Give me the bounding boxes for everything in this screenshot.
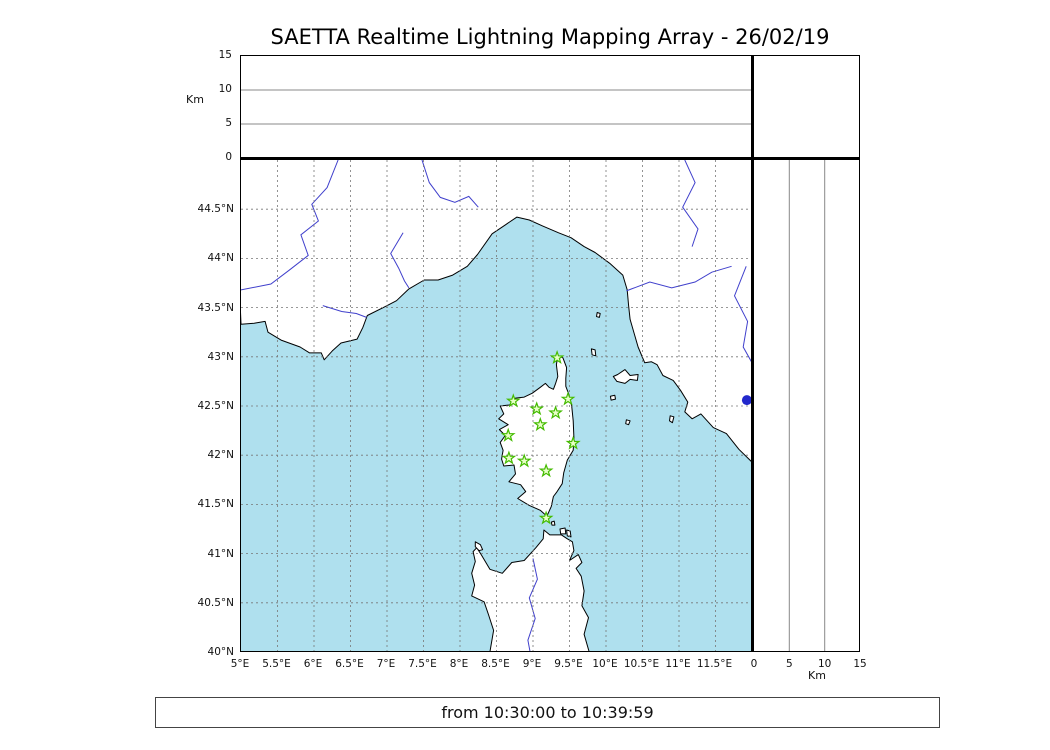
altitude-km-tick: 0 — [225, 151, 232, 163]
station-star-marker — [560, 391, 576, 406]
latitude-tick: 44.5°N — [197, 203, 234, 216]
elba-island — [612, 369, 639, 384]
altitude-longitude-plot — [241, 89, 751, 125]
latitude-tick: 42°N — [207, 449, 234, 462]
longitude-tick: 9.5°E — [554, 658, 583, 670]
latitude-tick: 44°N — [207, 252, 234, 265]
longitude-tick: 7°E — [376, 658, 396, 670]
mainland-coastline — [241, 160, 751, 462]
montecristo-island — [625, 419, 631, 426]
page-title: SAETTA Realtime Lightning Mapping Array … — [270, 25, 830, 49]
station-star-marker — [565, 435, 581, 450]
asinara-island — [474, 541, 484, 552]
caprera-island — [566, 529, 572, 538]
capraia-island — [590, 348, 597, 357]
longitude-tick: 7.5°E — [408, 658, 437, 670]
rivers — [241, 160, 751, 651]
time-window-bar: from 10:30:00 to 10:39:59 — [155, 697, 940, 728]
latitude-tick: 42.5°N — [197, 400, 234, 412]
latitude-tick: 41°N — [207, 547, 234, 560]
landmasses — [241, 160, 751, 651]
longitude-tick: 5°E — [230, 658, 250, 670]
lightning-source-dot — [741, 395, 751, 406]
altitude-km-tick: 5 — [785, 658, 793, 670]
altitude-axis-label-right: Km — [808, 669, 826, 682]
argens-river — [322, 305, 367, 318]
panel-separator-vertical — [751, 55, 754, 652]
longitude-tick: 10.5°E — [623, 658, 660, 670]
longitude-tick: 5.5°E — [262, 658, 291, 670]
latitude-tick: 40°N — [207, 646, 234, 658]
station-star-marker — [516, 453, 532, 468]
latitude-tick: 43.5°N — [197, 301, 234, 314]
station-star-marker — [538, 510, 554, 525]
lavezzi-island — [550, 520, 556, 526]
altitude-axis-label-top: Km — [186, 93, 204, 106]
longitude-tick: 6°E — [303, 658, 323, 670]
stura-river — [421, 160, 479, 208]
latitude-tick: 43°N — [207, 350, 234, 363]
tirso-river — [527, 558, 538, 651]
arno-river — [626, 265, 732, 292]
station-star-marker — [500, 427, 516, 442]
map-panel — [240, 160, 751, 652]
altitude-km-tick: 0 — [750, 658, 758, 670]
giglio-island — [669, 415, 675, 424]
altitude-km-tick: 10 — [218, 83, 232, 95]
map-plot — [241, 160, 751, 651]
altitude-latitude-plot — [788, 160, 826, 651]
station-star-marker — [505, 393, 521, 408]
altitude-km-tick: 5 — [225, 117, 232, 129]
station-markers — [500, 349, 581, 525]
station-star-marker — [529, 401, 545, 416]
pianosa-island — [609, 394, 616, 401]
longitude-tick: 11°E — [665, 658, 691, 670]
altitude-vs-longitude-panel — [240, 55, 751, 157]
tiber-river — [733, 266, 751, 362]
longitude-tick: 6.5°E — [335, 658, 364, 670]
station-star-marker — [532, 416, 548, 432]
longitude-tick: 9°E — [522, 658, 542, 670]
altitude-vs-latitude-panel — [754, 160, 860, 652]
altitude-km-tick: 15 — [218, 49, 232, 61]
maddalena-island — [559, 527, 567, 535]
corsica-island — [498, 355, 575, 517]
time-window-text: from 10:30:00 to 10:39:59 — [441, 703, 654, 722]
durance-river — [241, 160, 339, 291]
latitude-tick: 40.5°N — [197, 596, 234, 609]
longitude-tick: 8.5°E — [481, 658, 510, 670]
sardinia-island — [471, 529, 590, 651]
map-gridlines — [241, 160, 751, 651]
station-star-marker — [548, 405, 564, 420]
altitude-histogram-panel — [754, 55, 860, 157]
panel-separator-horizontal — [240, 157, 860, 160]
longitude-tick: 8°E — [449, 658, 469, 670]
station-star-marker — [549, 349, 565, 365]
gorgona-island — [596, 312, 601, 318]
latitude-tick: 41.5°N — [197, 498, 234, 511]
station-star-marker — [501, 450, 517, 465]
longitude-tick: 10°E — [592, 658, 618, 670]
altitude-km-tick: 15 — [853, 658, 867, 670]
station-star-marker — [538, 463, 554, 478]
longitude-tick: 11.5°E — [696, 658, 733, 670]
altitude-km-tick: 10 — [817, 658, 832, 670]
reno-river — [682, 160, 699, 247]
var-river — [390, 232, 410, 289]
